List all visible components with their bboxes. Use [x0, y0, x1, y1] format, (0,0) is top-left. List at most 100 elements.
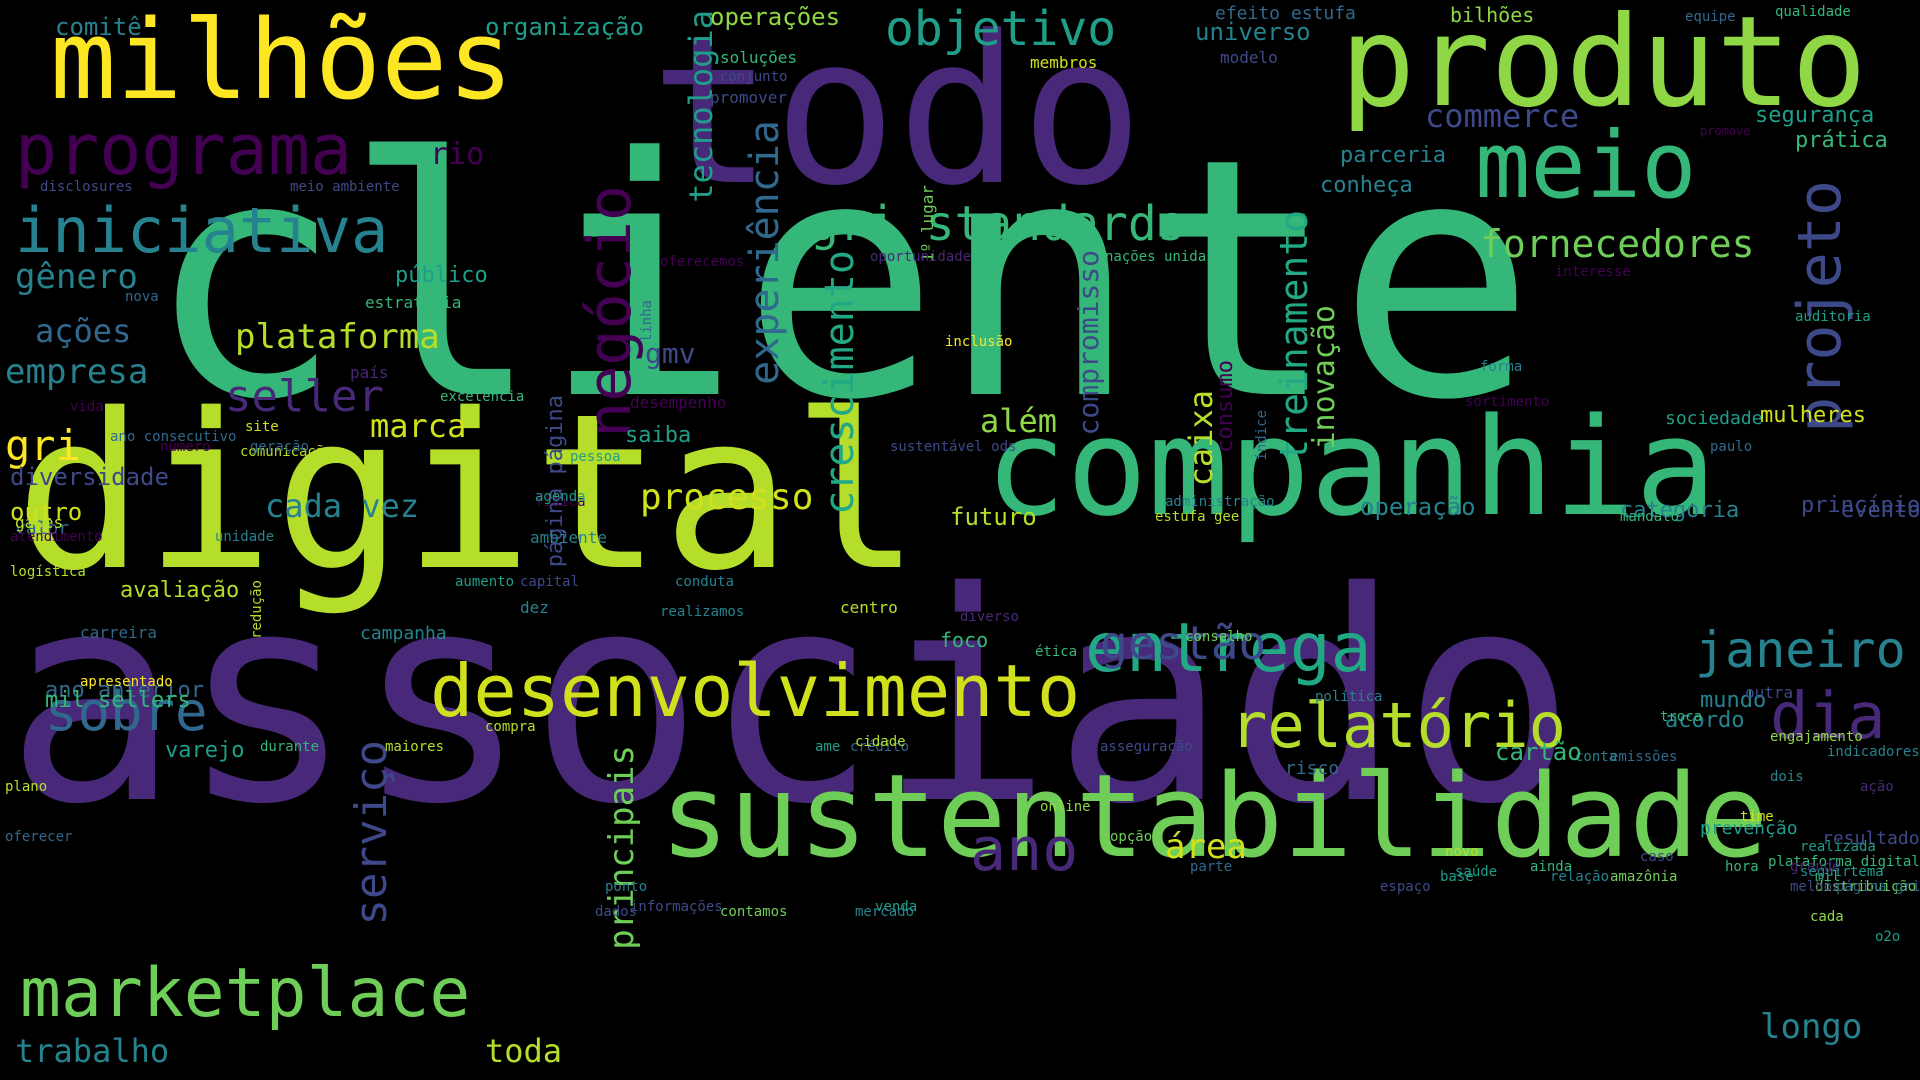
- word-cloud-word: novo: [1445, 844, 1479, 860]
- word-cloud-word: dez: [520, 598, 549, 617]
- word-cloud-word: sociedade: [1665, 408, 1763, 429]
- word-cloud-word: aumento: [455, 574, 515, 590]
- word-cloud-word: valor: [15, 518, 70, 539]
- word-cloud-word: plano: [5, 779, 48, 795]
- word-cloud-word: sustentabilidade: [660, 750, 1768, 884]
- word-cloud-word: cada vez: [265, 487, 420, 525]
- word-cloud-word: mil: [1815, 869, 1841, 885]
- word-cloud-word: marca: [370, 407, 467, 445]
- word-cloud-word: emissões: [1610, 749, 1678, 765]
- word-cloud-word: nações unidas: [1105, 249, 1215, 265]
- word-cloud-word: oportunidade: [870, 249, 972, 265]
- word-cloud-word: informações: [630, 899, 723, 915]
- word-cloud-word: gri: [5, 421, 81, 470]
- word-cloud-word: espaço: [1380, 879, 1431, 895]
- word-cloud-word: mulheres: [1760, 403, 1866, 428]
- word-cloud-word: commerce: [1425, 97, 1580, 135]
- word-cloud-word: online: [1040, 799, 1091, 815]
- word-cloud-word: site: [245, 419, 279, 435]
- word-cloud-word: unidade: [215, 529, 275, 545]
- word-cloud-word: comunicação: [240, 444, 333, 460]
- word-cloud-word: realizamos: [660, 604, 745, 620]
- word-cloud-word: saúde: [1455, 864, 1498, 880]
- word-cloud-word: prevenção: [1700, 818, 1798, 839]
- word-cloud-word: agenda: [535, 489, 586, 505]
- word-cloud-word: entrega: [1085, 609, 1372, 688]
- word-cloud-word: melhor: [1790, 879, 1841, 895]
- word-cloud-word: produto: [1340, 0, 1867, 135]
- word-cloud-word: campanha: [360, 623, 447, 644]
- word-cloud-word: processo: [640, 477, 814, 518]
- word-cloud-word: categoria: [1620, 498, 1740, 523]
- word-cloud-word: gênero: [15, 257, 138, 297]
- word-cloud-word: empresa: [5, 352, 149, 392]
- word-cloud-word: diverso: [960, 609, 1020, 625]
- word-cloud-word: ética: [1035, 644, 1078, 660]
- word-cloud-word: estratégia: [365, 293, 462, 312]
- word-cloud-word: digital: [15, 367, 922, 618]
- word-cloud-word: atendimento: [10, 529, 103, 545]
- word-cloud-word: inclusão: [945, 334, 1013, 350]
- word-cloud-word: pessoa: [570, 449, 621, 465]
- word-cloud-word: base: [1440, 869, 1474, 885]
- word-cloud-word: mil sellers: [45, 688, 191, 713]
- word-cloud-word: qualidade: [1775, 4, 1851, 20]
- word-cloud-word: objetivo: [885, 1, 1117, 57]
- word-cloud-word: associado: [5, 531, 1577, 868]
- word-cloud-word: membros: [1030, 53, 1098, 72]
- word-cloud-word: risco: [1285, 758, 1340, 779]
- word-cloud-word: logística: [10, 564, 86, 580]
- word-cloud-word: excelência: [440, 389, 525, 405]
- word-cloud-word: desempenho: [630, 393, 727, 412]
- word-cloud-word: gestão: [1100, 616, 1267, 670]
- word-cloud-word: toda: [485, 1032, 563, 1070]
- word-cloud-word: relação: [1550, 869, 1610, 885]
- word-cloud-word: operações: [710, 3, 841, 31]
- word-cloud-word: ambiente: [530, 528, 608, 547]
- word-cloud-word: desenvolvimento: [430, 649, 1081, 733]
- word-cloud-word: marketplace: [20, 954, 471, 1033]
- word-cloud-word: forma: [1480, 359, 1523, 375]
- word-cloud-word: inovação: [1307, 305, 1342, 450]
- word-cloud-word: programa: [15, 109, 353, 191]
- word-cloud-word: plataforma digital: [1768, 854, 1920, 870]
- word-cloud-word: promove: [1700, 124, 1751, 138]
- word-cloud-word: foco: [940, 628, 989, 652]
- word-cloud-word: política: [1315, 689, 1383, 705]
- word-cloud-word: outro: [10, 498, 83, 526]
- word-cloud-word: mundo: [1700, 688, 1767, 713]
- word-cloud-word: carreira: [80, 623, 158, 642]
- word-cloud-word: dados: [595, 904, 638, 920]
- word-cloud-word: distribuição: [1815, 879, 1917, 895]
- word-cloud-word: efeito estufa: [1215, 3, 1356, 24]
- word-cloud-word: conheça: [1320, 173, 1413, 198]
- word-cloud-word: ponto: [605, 879, 648, 895]
- word-cloud-word: comitê: [55, 13, 142, 41]
- word-cloud-word: crédito: [850, 739, 910, 755]
- word-cloud-word: sustentável ods: [890, 439, 1017, 455]
- word-cloud-word: conselho: [1185, 629, 1253, 645]
- word-cloud-word: física: [535, 494, 586, 510]
- word-cloud-word: centro: [840, 598, 898, 617]
- word-cloud-word: número: [160, 439, 211, 455]
- word-cloud-word: além: [980, 402, 1058, 440]
- word-cloud-word: vida: [70, 399, 104, 415]
- word-cloud-word: trabalho: [15, 1032, 170, 1070]
- word-cloud-word: disclosures: [40, 179, 133, 195]
- word-cloud-word: paulo: [1710, 439, 1753, 455]
- word-cloud-word: grande: [1790, 859, 1841, 875]
- word-cloud-word: área: [1165, 827, 1247, 867]
- word-cloud-word: ano anterior: [45, 678, 204, 703]
- word-cloud-word: evento: [1841, 498, 1920, 523]
- word-cloud-word: índice: [1254, 410, 1270, 461]
- word-cloud-word: cada: [1810, 909, 1844, 925]
- word-cloud-word: mercado: [855, 904, 915, 920]
- word-cloud-word: o2o: [1875, 929, 1901, 945]
- word-cloud-word: oferecemos: [660, 254, 745, 270]
- word-cloud-word: projeto: [1785, 180, 1855, 433]
- word-cloud-word: ano: [970, 815, 1079, 885]
- word-cloud-word: saiba: [625, 423, 692, 448]
- word-cloud-word: estufa gee: [1155, 509, 1240, 525]
- word-cloud-word: linha: [639, 300, 655, 343]
- word-cloud-word: crescimento: [817, 250, 863, 515]
